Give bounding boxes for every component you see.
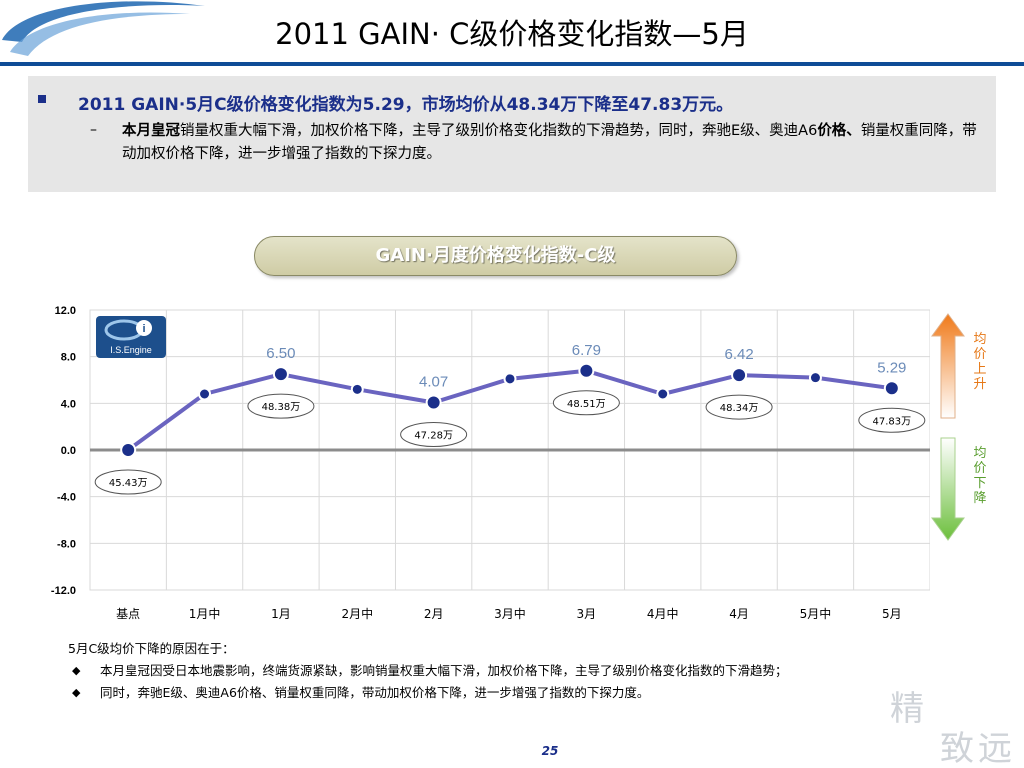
reasons-section: 5月C级均价下降的原因在于： ◆ 本月皇冠因受日本地震影响，终端货源紧缺，影响销量… xyxy=(68,638,988,704)
watermark: 精致远 xyxy=(890,689,1012,768)
x-tick-label: 5月 xyxy=(882,607,902,621)
price-index-line-chart: 12.0 8.0 4.0 0.0 -4.0 -8.0 -12.0 基点 1月中 1月 2月中 2月 3… xyxy=(51,305,930,621)
summary-detail: 本月皇冠销量权重大幅下滑，加权价格下降，主导了级别价格变化指数的下滑趋势，同时，… xyxy=(122,120,982,166)
price-callout: 47.83万 xyxy=(858,407,926,433)
price-callout-text: 47.28万 xyxy=(414,431,453,442)
title-divider xyxy=(0,62,1024,66)
data-point xyxy=(198,387,212,401)
y-tick-label: 0.0 xyxy=(61,445,76,457)
logo-text: I.S.Engine xyxy=(110,345,152,355)
price-callout: 48.34万 xyxy=(705,394,773,420)
price-callout-text: 48.51万 xyxy=(567,399,606,410)
x-tick-label: 4月 xyxy=(729,607,749,621)
price-up-label: 均价上升 xyxy=(973,332,986,392)
price-callout-text: 45.43万 xyxy=(109,478,148,489)
price-callout-text: 47.83万 xyxy=(872,416,911,427)
page-number: 25 xyxy=(541,744,559,758)
price-callout-bubble xyxy=(400,422,468,448)
price-callout: 45.43万 xyxy=(94,469,162,495)
reason-item: ◆ 本月皇冠因受日本地震影响，终端货源紧缺，影响销量权重大幅下滑，加权价格下降，主… xyxy=(68,660,988,682)
svg-text:i: i xyxy=(142,323,145,335)
reason-text: 本月皇冠因受日本地震影响，终端货源紧缺，影响销量权重大幅下滑，加权价格下降，主导… xyxy=(100,663,788,678)
y-tick-label: 8.0 xyxy=(61,352,76,364)
x-tick-label: 4月中 xyxy=(647,606,679,621)
trend-arrows: 均价上升 均价下降 xyxy=(931,313,987,541)
price-down-label: 均价下降 xyxy=(973,446,986,506)
reasons-heading: 5月C级均价下降的原因在于： xyxy=(68,641,235,656)
data-value-label: 6.79 xyxy=(572,342,601,359)
data-point xyxy=(425,394,442,411)
brand-swoosh-logo xyxy=(2,1,205,56)
x-tick-label: 2月 xyxy=(424,607,444,621)
price-callout-bubble xyxy=(858,407,926,433)
reason-text: 同时，奔驰E级、奥迪A6价格、销量权重同降，带动加权价格下降，进一步增强了指数的… xyxy=(100,685,650,700)
data-point xyxy=(883,380,900,397)
diamond-bullet-icon: ◆ xyxy=(72,686,81,699)
x-tick-label: 3月中 xyxy=(494,606,526,621)
summary-headline: 2011 GAIN·5月C级价格变化指数为5.29，市场均价从48.34万下降至… xyxy=(40,90,980,115)
data-point xyxy=(578,362,595,379)
data-value-labels: 6.50 4.07 6.79 6.42 5.29 xyxy=(266,342,906,391)
data-value-label: 6.50 xyxy=(266,345,295,362)
x-tick-label: 5月中 xyxy=(800,606,832,621)
price-callout: 47.28万 xyxy=(400,422,468,448)
reason-item: ◆ 同时，奔驰E级、奥迪A6价格、销量权重同降，带动加权价格下降，进一步增强了指数… xyxy=(68,682,988,704)
price-callouts: 45.43万 48.38万 47.28万 48.51万 48.34万 47.83万 xyxy=(94,390,926,495)
data-value-label: 4.07 xyxy=(419,374,448,391)
price-callout-bubble xyxy=(94,469,162,495)
summary-text-2: 销量权重同降，带动加权价格下降，进一步增强了指数的下探力度。 xyxy=(122,123,977,162)
summary-bold-2: 价格、 xyxy=(817,123,861,139)
data-point xyxy=(272,366,289,383)
data-point xyxy=(656,387,670,401)
arrow-down-icon xyxy=(931,437,965,541)
price-callout: 48.51万 xyxy=(552,390,620,416)
price-callout-text: 48.38万 xyxy=(262,402,301,413)
dash-bullet: – xyxy=(90,122,97,138)
price-callout-bubble xyxy=(247,393,315,419)
data-value-label: 5.29 xyxy=(877,359,906,376)
diamond-bullet-icon: ◆ xyxy=(72,664,81,677)
price-callout-bubble xyxy=(552,390,620,416)
square-bullet-icon xyxy=(38,95,46,103)
x-axis-ticks: 基点 1月中 1月 2月中 2月 3月中 3月 4月中 4月 5月中 5月 xyxy=(116,606,901,621)
data-point xyxy=(731,367,748,384)
x-tick-label: 2月中 xyxy=(341,606,373,621)
price-callout: 48.38万 xyxy=(247,393,315,419)
x-tick-label: 1月中 xyxy=(189,606,221,621)
y-tick-label: 12.0 xyxy=(55,305,76,317)
x-tick-label: 1月 xyxy=(271,607,291,621)
y-tick-label: -4.0 xyxy=(57,492,76,504)
price-callout-text: 48.34万 xyxy=(720,403,759,414)
summary-bold-1: 本月皇冠 xyxy=(122,123,180,139)
arrow-up-icon xyxy=(931,313,965,419)
summary-box: 2011 GAIN·5月C级价格变化指数为5.29，市场均价从48.34万下降至… xyxy=(28,76,996,192)
page-title: 2011 GAIN· C级价格变化指数—5月 xyxy=(275,17,749,51)
y-tick-label: -8.0 xyxy=(57,538,76,550)
data-point xyxy=(350,382,364,396)
data-markers xyxy=(120,362,900,458)
is-engine-logo: i I.S.Engine xyxy=(96,316,166,358)
watermark-text: 精致远 xyxy=(890,689,1012,768)
summary-text-1: 销量权重大幅下滑，加权价格下降，主导了级别价格变化指数的下滑趋势，同时，奔驰E级… xyxy=(180,123,818,139)
y-tick-label: 4.0 xyxy=(61,398,76,410)
chart-title-banner: GAIN·月度价格变化指数-C级 xyxy=(254,236,737,276)
data-point xyxy=(808,371,822,385)
data-point xyxy=(120,442,137,458)
x-tick-label: 3月 xyxy=(577,607,597,621)
chart-grid xyxy=(89,309,930,591)
data-value-label: 6.42 xyxy=(724,346,753,363)
x-tick-label: 基点 xyxy=(116,607,140,621)
y-tick-label: -12.0 xyxy=(51,585,76,597)
y-axis-ticks: 12.0 8.0 4.0 0.0 -4.0 -8.0 -12.0 xyxy=(51,305,76,597)
price-callout-bubble xyxy=(705,394,773,420)
summary-headline-text: 2011 GAIN·5月C级价格变化指数为5.29，市场均价从48.34万下降至… xyxy=(78,95,734,115)
data-point xyxy=(503,372,517,386)
